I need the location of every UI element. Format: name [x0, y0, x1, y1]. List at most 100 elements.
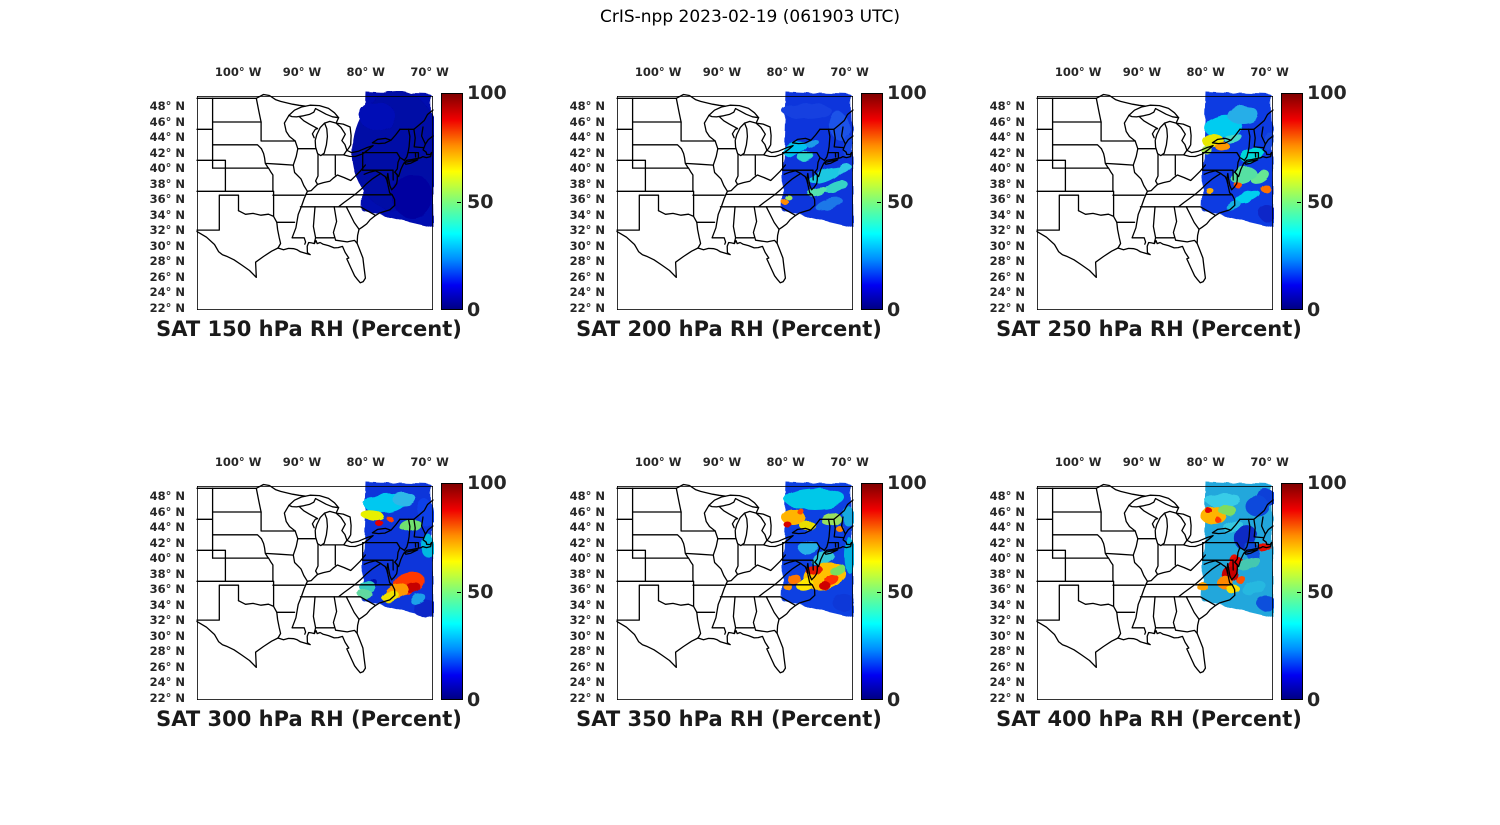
colorbar-tick-label: 0 [467, 299, 481, 321]
lon-tick-label: 70° W [1250, 455, 1289, 469]
map-frame [196, 96, 433, 310]
colorbar-labels: 100 50 0 [1307, 472, 1347, 711]
panel-title: SAT 400 hPa RH (Percent) [996, 707, 1302, 731]
lon-tick-label: 80° W [766, 65, 805, 79]
longitude-axis: 100° W 90° W 80° W 70° W [560, 61, 925, 79]
rh-data-blob [1255, 596, 1274, 610]
panel-title: SAT 250 hPa RH (Percent) [996, 317, 1302, 341]
lat-tick-label: 44° N [569, 130, 605, 145]
rh-data-blob [421, 534, 434, 558]
lat-tick-label: 40° N [149, 551, 185, 566]
colorbar-gradient [1282, 484, 1302, 699]
colorbar-mid-tick [1297, 591, 1301, 593]
rh-data-blob [783, 488, 846, 510]
lat-tick-label: 32° N [569, 223, 605, 238]
lat-tick-label: 48° N [149, 489, 185, 504]
rh-data-blob [824, 574, 839, 586]
rh-data-blob [786, 574, 801, 584]
lat-tick-label: 36° N [989, 582, 1025, 597]
lon-tick-label: 90° W [702, 455, 742, 469]
panel-sat-200-hpa: 100° W 90° W 80° W 70° W 48° N 46° N 44° N 42°… [560, 55, 927, 355]
map-svg [196, 482, 434, 700]
panel-title: SAT 200 hPa RH (Percent) [576, 317, 882, 341]
lat-tick-label: 42° N [569, 535, 605, 550]
colorbar-tick-label: 0 [1307, 299, 1321, 321]
rh-data-blob [797, 509, 805, 515]
map-svg [616, 482, 854, 700]
map-canvas [196, 91, 434, 310]
lat-tick-label: 22° N [569, 300, 605, 315]
colorbar-tick-label: 0 [467, 689, 481, 711]
colorbar-gradient [862, 94, 882, 309]
latitude-axis: 48° N 46° N 44° N 42° N 40° N 38° N 36° N 34° N… [560, 445, 608, 745]
lat-tick-label: 26° N [989, 659, 1025, 674]
satellite-swath [357, 482, 434, 617]
rh-data-blob [818, 582, 831, 590]
rh-data-blob [1215, 142, 1230, 152]
rh-data-blob [1235, 190, 1261, 204]
colorbar-tick-label: 100 [1307, 472, 1347, 494]
lon-tick-label: 100° W [214, 65, 262, 79]
lat-tick-label: 30° N [569, 238, 605, 253]
rh-data-blob [357, 589, 372, 599]
lat-tick-label: 30° N [149, 628, 185, 643]
lat-tick-label: 40° N [569, 551, 605, 566]
lat-tick-label: 46° N [569, 504, 605, 519]
figure-title: CrIS-npp 2023-02-19 (061903 UTC) [599, 7, 901, 27]
lat-tick-label: 44° N [569, 520, 605, 535]
rh-data-blob [1263, 131, 1274, 151]
satellite-swath [780, 482, 854, 617]
lat-tick-label: 22° N [149, 300, 185, 315]
rh-data-blob [412, 599, 434, 617]
lat-tick-label: 42° N [149, 145, 185, 160]
lat-tick-label: 42° N [149, 535, 185, 550]
lat-tick-label: 30° N [149, 238, 185, 253]
lat-tick-label: 22° N [149, 690, 185, 705]
rh-data-blob [1242, 581, 1266, 595]
lon-tick-label: 70° W [1250, 65, 1289, 79]
lat-tick-label: 34° N [569, 597, 605, 612]
rh-data-blob [1204, 187, 1213, 193]
colorbar-gradient [862, 484, 882, 699]
longitude-axis: 100° W 90° W 80° W 70° W [140, 61, 505, 79]
lat-tick-label: 26° N [989, 269, 1025, 284]
colorbar-gradient [1282, 94, 1302, 309]
lat-tick-label: 38° N [569, 566, 605, 581]
panel-title: SAT 300 hPa RH (Percent) [156, 707, 462, 731]
lat-tick-label: 26° N [569, 659, 605, 674]
rh-data-blob [1226, 106, 1259, 124]
lat-tick-label: 48° N [989, 99, 1025, 114]
lon-tick-label: 70° W [410, 455, 449, 469]
lat-tick-label: 36° N [989, 192, 1025, 207]
map-frame [1036, 486, 1273, 700]
lat-tick-label: 48° N [149, 99, 185, 114]
lon-tick-label: 80° W [346, 455, 385, 469]
lat-tick-label: 34° N [989, 597, 1025, 612]
panel-sat-400-hpa: 100° W 90° W 80° W 70° W 48° N 46° N 44° N 42°… [980, 445, 1347, 745]
rh-data-blob [1257, 205, 1274, 221]
rh-data-blob [836, 164, 852, 174]
lat-tick-label: 22° N [989, 300, 1025, 315]
colorbar-tick-label: 0 [1307, 689, 1321, 711]
rh-data-blob [358, 580, 375, 592]
lat-tick-label: 24° N [149, 285, 185, 300]
lat-tick-label: 28° N [569, 644, 605, 659]
lon-tick-label: 70° W [830, 65, 869, 79]
lat-tick-label: 26° N [149, 269, 185, 284]
lon-tick-label: 90° W [282, 65, 322, 79]
colorbar-tick-label: 100 [467, 82, 507, 104]
rh-data-blob [831, 593, 854, 611]
map-canvas [196, 482, 434, 700]
map-canvas [1036, 92, 1274, 310]
lat-tick-label: 36° N [569, 582, 605, 597]
colorbar-tick-label: 100 [467, 472, 507, 494]
rh-data-blob [834, 525, 843, 531]
rh-data-blob [1236, 556, 1259, 570]
lat-tick-label: 32° N [989, 613, 1025, 628]
lat-tick-label: 28° N [569, 254, 605, 269]
lat-tick-label: 32° N [149, 223, 185, 238]
lat-tick-label: 28° N [149, 644, 185, 659]
lat-tick-label: 46° N [989, 504, 1025, 519]
lat-tick-label: 38° N [569, 176, 605, 191]
